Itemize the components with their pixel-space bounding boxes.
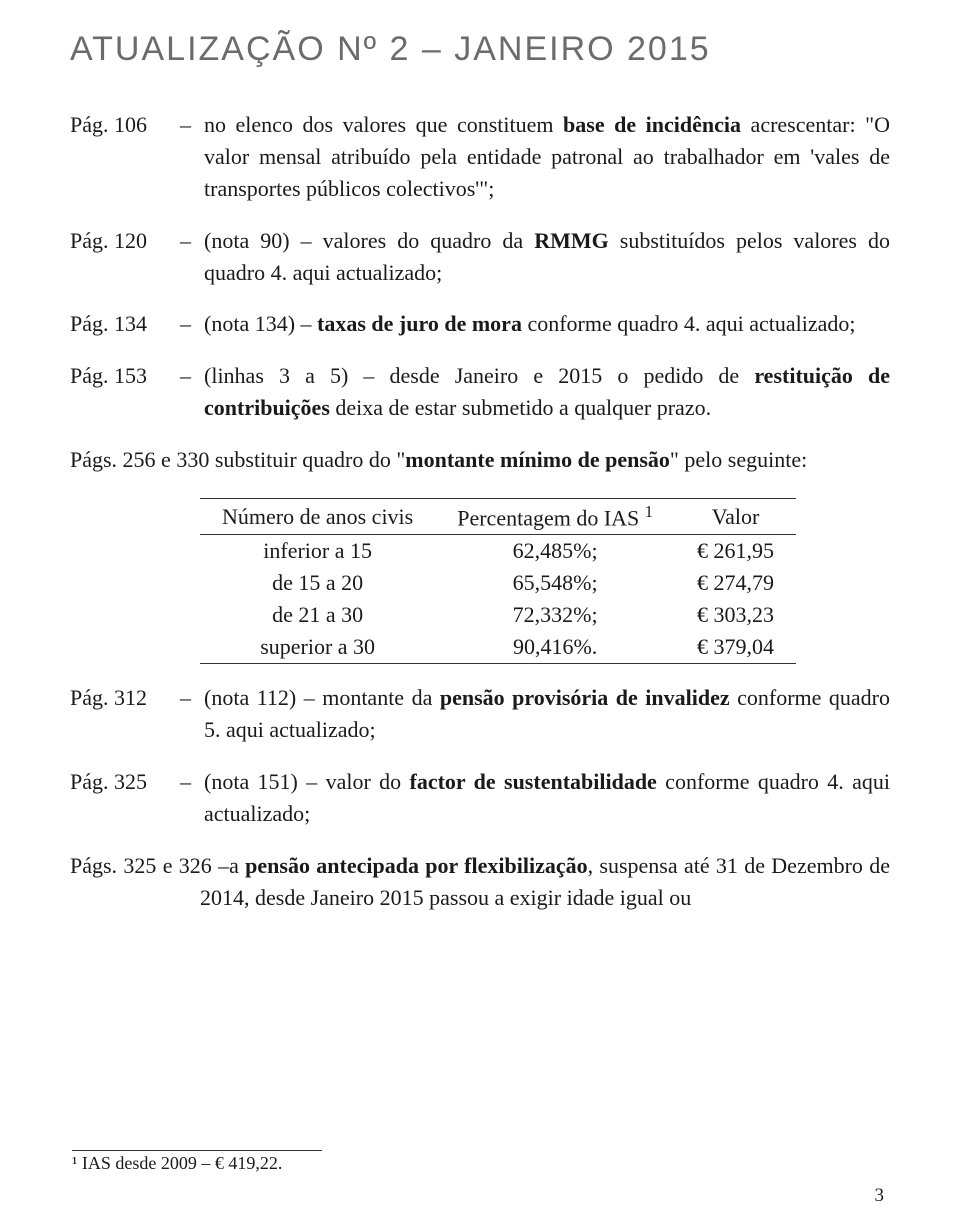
entry-sep: –: [180, 682, 204, 714]
cell-valor: € 379,04: [675, 631, 796, 664]
entry-text: (nota 151) – valor do factor de sustenta…: [204, 766, 890, 830]
table-row: de 15 a 20 65,548%; € 274,79: [200, 567, 796, 599]
entry-row: Pág. 153 – (linhas 3 a 5) – desde Janeir…: [70, 360, 890, 424]
page-number: 3: [875, 1185, 885, 1207]
cell-perc: 90,416%.: [435, 631, 675, 664]
table-header-row: Número de anos civis Percentagem do IAS …: [200, 499, 796, 535]
cell-valor: € 261,95: [675, 535, 796, 568]
entry-row: Pág. 312 – (nota 112) – montante da pens…: [70, 682, 890, 746]
entry-sep: –: [180, 225, 204, 257]
table-row: de 21 a 30 72,332%; € 303,23: [200, 599, 796, 631]
document-page: ATUALIZAÇÃO Nº 2 – JANEIRO 2015 Pág. 106…: [0, 0, 960, 1229]
entry-sep: –: [180, 109, 204, 141]
cell-valor: € 303,23: [675, 599, 796, 631]
table-col-valor: Valor: [675, 499, 796, 535]
entry-text: (nota 90) – valores do quadro da RMMG su…: [204, 225, 890, 289]
table-row: superior a 30 90,416%. € 379,04: [200, 631, 796, 664]
table-col-ias: Percentagem do IAS 1: [435, 499, 675, 535]
cell-perc: 72,332%;: [435, 599, 675, 631]
entry-label: Pág. 153: [70, 360, 180, 392]
cell-valor: € 274,79: [675, 567, 796, 599]
entry-label: Pág. 134: [70, 308, 180, 340]
page-title: ATUALIZAÇÃO Nº 2 – JANEIRO 2015: [70, 30, 890, 69]
cell-perc: 65,548%;: [435, 567, 675, 599]
pags-intro-line: Págs. 256 e 330 substituir quadro do "mo…: [70, 444, 890, 476]
table-col-anos: Número de anos civis: [200, 499, 435, 535]
entry-sep: –: [180, 766, 204, 798]
entry-row: Pág. 134 – (nota 134) – taxas de juro de…: [70, 308, 890, 340]
cell-anos: de 15 a 20: [200, 567, 435, 599]
cell-anos: inferior a 15: [200, 535, 435, 568]
entry-label: Pág. 120: [70, 225, 180, 257]
entry-label: Pág. 312: [70, 682, 180, 714]
footnote-marker: 1: [645, 502, 653, 521]
entries-before-table: Pág. 106 – no elenco dos valores que con…: [70, 109, 890, 424]
entry-label: Pág. 325: [70, 766, 180, 798]
entry-row: Pág. 325 – (nota 151) – valor do factor …: [70, 766, 890, 830]
entry-label: Pág. 106: [70, 109, 180, 141]
entry-text: (linhas 3 a 5) – desde Janeiro e 2015 o …: [204, 360, 890, 424]
cell-anos: superior a 30: [200, 631, 435, 664]
entry-row: Pág. 106 – no elenco dos valores que con…: [70, 109, 890, 205]
table-col-ias-text: Percentagem do IAS: [457, 505, 639, 530]
pags-continue-line: Págs. 325 e 326 –a pensão antecipada por…: [70, 850, 890, 914]
entry-text: (nota 134) – taxas de juro de mora confo…: [204, 308, 890, 340]
entry-text: no elenco dos valores que constituem bas…: [204, 109, 890, 205]
entries-after-table: Pág. 312 – (nota 112) – montante da pens…: [70, 682, 890, 830]
cell-anos: de 21 a 30: [200, 599, 435, 631]
entry-row: Pág. 120 – (nota 90) – valores do quadro…: [70, 225, 890, 289]
pension-table: Número de anos civis Percentagem do IAS …: [200, 498, 796, 664]
table-row: inferior a 15 62,485%; € 261,95: [200, 535, 796, 568]
cell-perc: 62,485%;: [435, 535, 675, 568]
footnote: ¹ IAS desde 2009 – € 419,22.: [72, 1150, 322, 1174]
entry-text: (nota 112) – montante da pensão provisór…: [204, 682, 890, 746]
entry-sep: –: [180, 308, 204, 340]
entry-sep: –: [180, 360, 204, 392]
